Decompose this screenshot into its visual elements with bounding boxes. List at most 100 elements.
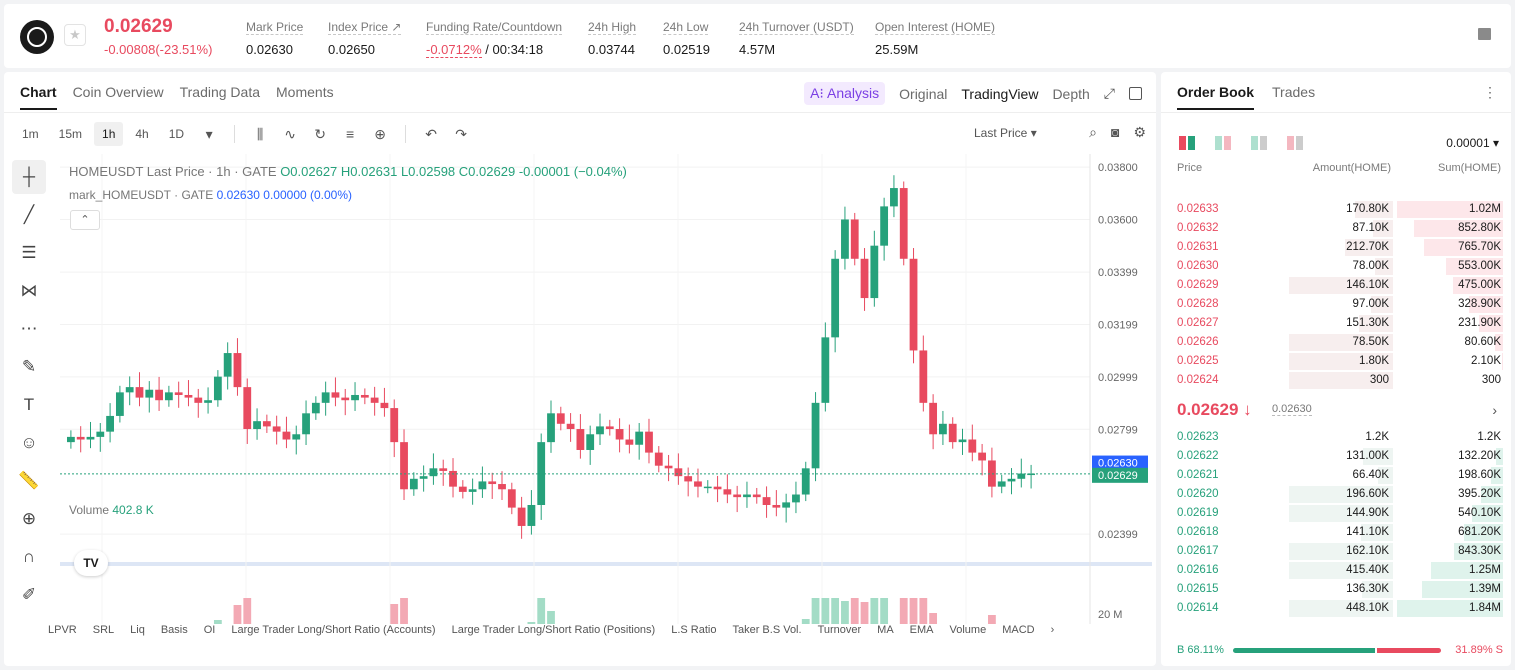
book-icon[interactable] xyxy=(1478,28,1491,40)
last-price-text: 0.02629 xyxy=(1098,470,1138,482)
collapse-legend-button[interactable]: ⌃ xyxy=(70,210,100,230)
fullscreen-icon[interactable]: ⤢ xyxy=(1103,85,1115,101)
tab-trading-data[interactable]: Trading Data xyxy=(179,84,261,100)
indicator-volume[interactable]: Volume xyxy=(949,624,987,636)
stat-mark-price[interactable]: Mark Price 0.02630 xyxy=(246,20,304,57)
ask-row[interactable]: 0.02633 170.80K 1.02M xyxy=(1169,200,1503,219)
ruler-icon[interactable]: 📏 xyxy=(18,471,40,490)
stat-index-price[interactable]: Index Price ↗ 0.02650 xyxy=(328,20,402,57)
indicator-taker-vol[interactable]: Taker B.S Vol. xyxy=(732,624,802,636)
crosshair-icon[interactable]: ┼ xyxy=(12,160,46,194)
replay-icon[interactable]: ↻ xyxy=(314,125,326,142)
ask-row[interactable]: 0.02632 87.10K 852.80K xyxy=(1169,219,1503,238)
indicator-oi[interactable]: OI xyxy=(203,624,216,636)
indicator-macd[interactable]: MACD xyxy=(1002,624,1035,636)
indicator-ma[interactable]: MA xyxy=(877,624,894,636)
timeframe-1m[interactable]: 1m xyxy=(22,127,39,141)
chevron-down-icon[interactable]: ▾ xyxy=(205,125,213,142)
indicator-lpvr[interactable]: LPVR xyxy=(48,624,77,636)
search-icon[interactable]: ⌕ xyxy=(1089,124,1097,140)
candle-body xyxy=(67,436,75,443)
indicator-turnover[interactable]: Turnover xyxy=(817,624,862,636)
candlestick-chart[interactable]: 0.03800 0.03600 0.03399 0.03199 0.02999 0.027… xyxy=(60,154,1152,624)
pattern-icon[interactable]: ⋈ xyxy=(20,281,38,300)
magnet-icon[interactable]: ∩ xyxy=(22,547,36,566)
candle-body xyxy=(390,408,399,443)
tab-order-book[interactable]: Order Book xyxy=(1177,84,1255,110)
horizontal-lines-icon[interactable]: ☰ xyxy=(21,243,37,262)
bid-row[interactable]: 0.02620 196.60K 395.20K xyxy=(1169,485,1503,504)
zoom-in-icon[interactable]: ⊕ xyxy=(21,509,37,528)
emoji-icon[interactable]: ☺ xyxy=(20,433,38,452)
tab-depth[interactable]: Depth xyxy=(1052,85,1090,102)
ask-row[interactable]: 0.02626 78.50K 80.60K xyxy=(1169,333,1503,352)
ask-row[interactable]: 0.02624 300 300 xyxy=(1169,371,1503,390)
ask-row[interactable]: 0.02625 1.80K 2.10K xyxy=(1169,352,1503,371)
timeframe-1d[interactable]: 1D xyxy=(168,127,185,141)
window-icon[interactable] xyxy=(1129,87,1142,100)
indicator-ls-ratio[interactable]: L.S Ratio xyxy=(671,624,717,636)
more-icon[interactable]: ⋮ xyxy=(1483,84,1497,100)
volume-bar xyxy=(243,598,252,624)
brush-icon[interactable]: ✎ xyxy=(21,357,37,376)
ai-analysis-button[interactable]: A⁝ Analysis xyxy=(804,82,886,105)
candle-body xyxy=(860,258,869,299)
tab-tradingview[interactable]: TradingView xyxy=(961,85,1039,102)
view-both-icon[interactable] xyxy=(1179,136,1195,150)
indicator-ema[interactable]: EMA xyxy=(909,624,934,636)
bid-row[interactable]: 0.02614 448.10K 1.84M xyxy=(1169,599,1503,618)
view-asks-icon[interactable] xyxy=(1287,136,1303,150)
redo-icon[interactable]: ↷ xyxy=(455,125,467,142)
ask-row[interactable]: 0.02629 146.10K 475.00K xyxy=(1169,276,1503,295)
indicator-liq[interactable]: Liq xyxy=(130,624,145,636)
bid-row[interactable]: 0.02619 144.90K 540.10K xyxy=(1169,504,1503,523)
view-split-icon[interactable] xyxy=(1215,136,1231,150)
pencil-icon[interactable]: ✐ xyxy=(21,585,37,604)
bid-row[interactable]: 0.02615 136.30K 1.39M xyxy=(1169,580,1503,599)
timeframe-1h[interactable]: 1h xyxy=(94,122,124,146)
add-alert-icon[interactable]: ⊕ xyxy=(374,125,386,142)
candle-body xyxy=(821,337,830,403)
indicator-srl[interactable]: SRL xyxy=(92,624,115,636)
text-icon[interactable]: T xyxy=(23,395,35,414)
favorite-star-icon[interactable]: ★ xyxy=(64,24,86,46)
indicator-lt-accounts[interactable]: Large Trader Long/Short Ratio (Accounts) xyxy=(231,624,436,636)
candle-body xyxy=(106,415,114,432)
indicator-basis[interactable]: Basis xyxy=(160,624,188,636)
bid-row[interactable]: 0.02621 66.40K 198.60K xyxy=(1169,466,1503,485)
price-cell: 0.02631 xyxy=(1177,241,1219,253)
indicator-lt-positions[interactable]: Large Trader Long/Short Ratio (Positions… xyxy=(451,624,656,636)
gear-icon[interactable]: ⚙ xyxy=(1133,124,1146,140)
chevron-right-icon[interactable]: › xyxy=(1050,624,1055,636)
tab-moments[interactable]: Moments xyxy=(276,84,334,100)
bid-row[interactable]: 0.02618 141.10K 681.20K xyxy=(1169,523,1503,542)
tab-original[interactable]: Original xyxy=(899,85,948,102)
camera-icon[interactable]: ◙ xyxy=(1110,124,1120,140)
bid-row[interactable]: 0.02623 1.2K 1.2K xyxy=(1169,428,1503,447)
candle-type-icon[interactable]: ⫼ xyxy=(256,125,264,142)
price-type-select[interactable]: Last Price ▾ xyxy=(974,126,1037,140)
view-bids-icon[interactable] xyxy=(1251,136,1267,150)
timeframe-15m[interactable]: 15m xyxy=(58,127,83,141)
trendline-icon[interactable]: ╱ xyxy=(23,205,35,224)
fib-icon[interactable]: ⋯ xyxy=(20,319,38,338)
tab-trades[interactable]: Trades xyxy=(1272,84,1316,100)
timeframe-4h[interactable]: 4h xyxy=(135,127,149,141)
templates-icon[interactable]: ≡ xyxy=(345,126,355,142)
mid-mark-price: 0.02630 xyxy=(1272,403,1312,416)
tab-chart[interactable]: Chart xyxy=(20,84,57,110)
indicators-icon[interactable]: ∿ xyxy=(284,125,296,142)
bid-row[interactable]: 0.02616 415.40K 1.25M xyxy=(1169,561,1503,580)
stat-funding-rate[interactable]: Funding Rate/Countdown -0.0712% / 00:34:… xyxy=(426,20,563,58)
sum-cell: 1.2K xyxy=(1477,431,1501,443)
ask-row[interactable]: 0.02631 212.70K 765.70K xyxy=(1169,238,1503,257)
tick-size-select[interactable]: 0.00001 ▾ xyxy=(1446,136,1499,150)
undo-icon[interactable]: ↶ xyxy=(425,125,437,142)
ask-row[interactable]: 0.02630 78.00K 553.00K xyxy=(1169,257,1503,276)
chevron-right-icon[interactable]: › xyxy=(1492,402,1497,418)
bid-row[interactable]: 0.02622 131.00K 132.20K xyxy=(1169,447,1503,466)
bid-row[interactable]: 0.02617 162.10K 843.30K xyxy=(1169,542,1503,561)
ask-row[interactable]: 0.02627 151.30K 231.90K xyxy=(1169,314,1503,333)
tab-coin-overview[interactable]: Coin Overview xyxy=(72,84,164,100)
ask-row[interactable]: 0.02628 97.00K 328.90K xyxy=(1169,295,1503,314)
